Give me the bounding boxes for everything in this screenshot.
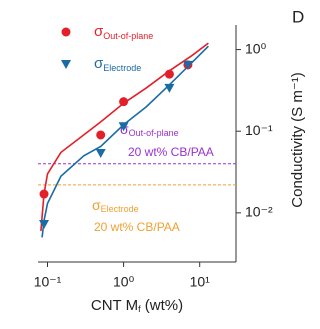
panel-label: D (292, 7, 304, 26)
point (182, 60, 193, 70)
x-tick-label: 10¹ (190, 274, 211, 290)
point (164, 69, 174, 79)
legend-symbol: σ (94, 23, 104, 40)
point (95, 149, 106, 159)
point (39, 220, 50, 230)
legend-symbol: σ (94, 55, 104, 72)
x-label-sub: f (138, 304, 141, 314)
legend-label: σOut-of-plane (94, 23, 153, 41)
reference-label-2: 20 wt% CB/PAA (128, 145, 214, 159)
x-tick-label: 10⁻¹ (34, 274, 62, 290)
x-axis-label: CNT Mf (wt%) (91, 297, 183, 314)
legend-label: σElectrode (94, 55, 141, 73)
legend-marker (61, 60, 71, 69)
x-tick-label: 10⁰ (113, 274, 135, 290)
reference-symbol: σ (92, 197, 101, 213)
point (119, 97, 129, 107)
point (164, 83, 175, 93)
reference-subscript: Electrode (101, 204, 139, 214)
legend-subscript: Out-of-plane (103, 31, 153, 41)
x-label-unit: (wt%) (141, 297, 184, 314)
fit-line (40, 42, 209, 232)
reference-subscript: Out-of-plane (129, 128, 179, 138)
y-axis-label: Conductivity (S m⁻¹) (289, 72, 306, 207)
y-tick-label: 10⁻¹ (245, 122, 273, 138)
x-label-main: CNT M (91, 297, 138, 314)
y-tick-label: 10⁰ (245, 40, 267, 56)
fit-line (41, 45, 209, 238)
point (96, 130, 106, 140)
reference-label-2: 20 wt% CB/PAA (94, 220, 180, 234)
legend-marker (61, 27, 71, 37)
legend-subscript: Electrode (103, 63, 141, 73)
point (118, 122, 129, 132)
point (39, 189, 49, 199)
reference-label: σElectrode (92, 197, 139, 215)
y-tick-label: 10⁻² (245, 204, 273, 220)
reference-label: σOut-of-plane (120, 121, 179, 139)
